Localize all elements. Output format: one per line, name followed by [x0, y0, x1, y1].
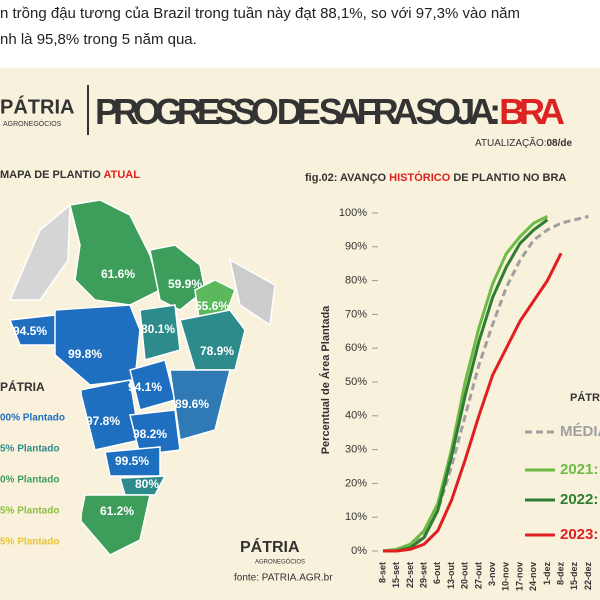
- logo: PÁTRIA: [0, 95, 74, 118]
- series-line: [383, 252, 563, 553]
- y-tick-label: 20%: [345, 477, 367, 489]
- y-tick-label: 50%: [345, 376, 367, 388]
- x-tick-label: 1-dez: [542, 562, 552, 586]
- x-tick-label: 24-nov: [528, 562, 538, 591]
- article-line: nh là 95,8% trong 5 năm qua.: [0, 31, 197, 48]
- legend-label: MÉDIA:: [560, 423, 600, 440]
- x-tick-label: 10-nov: [501, 562, 511, 591]
- x-tick-label: 15-dez: [569, 562, 579, 591]
- y-tick-label: 90%: [345, 241, 367, 253]
- legend-entry: 5% Plantado: [0, 444, 59, 455]
- map-label: 99.8%: [68, 347, 102, 361]
- chart-title: fig.02: AVANÇO HISTÓRICO DE PLANTIO NO B…: [305, 171, 566, 184]
- legend-entry: 0% Plantado: [0, 475, 59, 486]
- map-label: 78.9%: [200, 344, 234, 358]
- map-label: 61.2%: [100, 504, 134, 518]
- legend-entry: 00% Plantado: [0, 413, 65, 424]
- x-tick-label: 8-dez: [555, 562, 565, 586]
- source: fonte: PATRIA.AGR.br: [234, 573, 333, 584]
- map-label: 99.5%: [115, 454, 149, 468]
- map: [8, 199, 276, 556]
- map-title: MAPA DE PLANTIO ATUAL: [0, 169, 140, 181]
- legend-entry: 5% Plantado: [0, 506, 59, 517]
- map-label: 94.5%: [13, 324, 47, 338]
- map-label: 59.9%: [168, 277, 202, 291]
- y-tick-label: 40%: [345, 410, 367, 422]
- chart-logo: PÁTRIA: [570, 391, 600, 404]
- legend-label: 2021:: [560, 461, 598, 478]
- x-tick-label: 22-set: [405, 562, 415, 588]
- y-tick-label: 100%: [339, 207, 367, 219]
- footer-logo-sub: AGRONEGÓCIOS: [255, 559, 305, 566]
- y-tick-label: 0%: [351, 545, 367, 557]
- x-tick-label: 13-out: [446, 562, 456, 589]
- map-label: 61.6%: [101, 267, 135, 281]
- title: PROGRESSO DE SAFRA SOJA: BRA: [95, 91, 565, 132]
- logo-sub: AGRONEGÓCIOS: [3, 119, 62, 128]
- map-label: 55.6%: [195, 299, 229, 313]
- legend-logo: PÁTRIA: [0, 379, 45, 394]
- map-label: 97.8%: [86, 414, 120, 428]
- map-label: 80%: [135, 477, 159, 491]
- legend-label: 2023:: [560, 526, 598, 543]
- y-tick-label: 70%: [345, 308, 367, 320]
- x-tick-label: 17-nov: [514, 562, 524, 591]
- series-line: [383, 218, 549, 553]
- y-tick-label: 10%: [345, 511, 367, 523]
- map-label: 80.1%: [141, 322, 175, 336]
- legend-box: [0, 378, 82, 558]
- x-tick-label: 22-dez: [583, 562, 593, 591]
- x-tick-label: 15-set: [391, 562, 401, 588]
- footer-logo: PÁTRIA: [240, 537, 300, 556]
- map-label: 89.6%: [175, 397, 209, 411]
- y-tick-label: 60%: [345, 342, 367, 354]
- legend-label: 2022:: [560, 491, 598, 508]
- x-tick-label: 27-out: [473, 562, 483, 589]
- article-line: n trồng đậu tương của Brazil trong tuần …: [0, 5, 520, 22]
- map-label: 98.2%: [133, 427, 167, 441]
- x-tick-label: 29-set: [418, 562, 428, 588]
- x-tick-label: 3-nov: [487, 562, 497, 586]
- legend-entry: 5% Plantado: [0, 537, 59, 548]
- y-axis-label: Percentual de Área Plantada: [319, 305, 332, 454]
- y-tick-label: 30%: [345, 444, 367, 456]
- series-line: [382, 215, 549, 553]
- map-label: 94.1%: [128, 380, 162, 394]
- x-tick-label: 6-out: [432, 562, 442, 584]
- update: ATUALIZAÇÃO:08/de: [475, 136, 573, 149]
- y-tick-label: 80%: [345, 275, 367, 287]
- x-tick-label: 20-out: [460, 562, 470, 589]
- x-tick-label: 8-set: [377, 562, 387, 583]
